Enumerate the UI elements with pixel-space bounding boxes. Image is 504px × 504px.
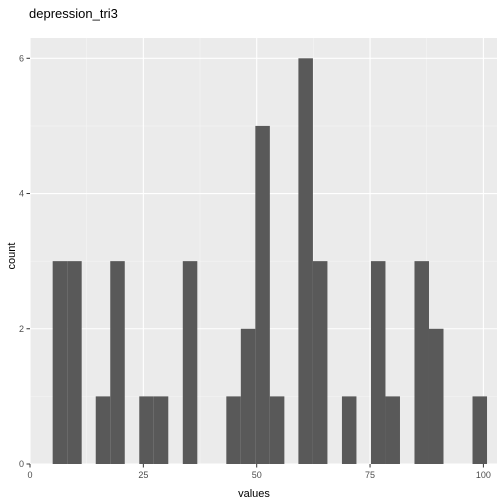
histogram-bar (385, 396, 400, 464)
y-axis-title: count (6, 243, 18, 270)
x-tick-label: 75 (365, 470, 375, 480)
histogram-bars (52, 58, 488, 465)
x-axis-title: values (238, 488, 270, 500)
histogram-bar (182, 261, 198, 464)
y-tick-label: 0 (19, 459, 24, 469)
histogram-bar (414, 261, 429, 464)
histogram-bar (110, 261, 125, 464)
histogram-bar (95, 396, 111, 464)
x-tick-label: 100 (476, 470, 491, 480)
x-axis: 0 25 50 75 100 (27, 464, 491, 480)
histogram-bar (226, 396, 241, 464)
histogram-bar (240, 328, 256, 464)
y-tick-label: 6 (19, 53, 24, 63)
x-tick-label: 50 (252, 470, 262, 480)
histogram-bar (472, 396, 488, 464)
histogram-bar (67, 261, 82, 464)
histogram-bar (153, 396, 169, 464)
histogram-bar (269, 396, 285, 464)
x-tick-label: 0 (27, 470, 32, 480)
histogram-bar (370, 261, 386, 464)
histogram-bar (428, 328, 444, 464)
histogram-bar (139, 396, 154, 464)
chart-title: depression_tri3 (29, 6, 118, 21)
y-tick-label: 2 (19, 324, 24, 334)
histogram-bar (298, 58, 313, 465)
histogram-bar (255, 125, 270, 465)
x-tick-label: 25 (138, 470, 148, 480)
histogram-bar (341, 396, 357, 464)
histogram-bar (52, 261, 68, 464)
histogram-bar (312, 261, 328, 464)
y-axis: 0 2 4 6 (19, 53, 30, 469)
y-tick-label: 4 (19, 189, 24, 199)
